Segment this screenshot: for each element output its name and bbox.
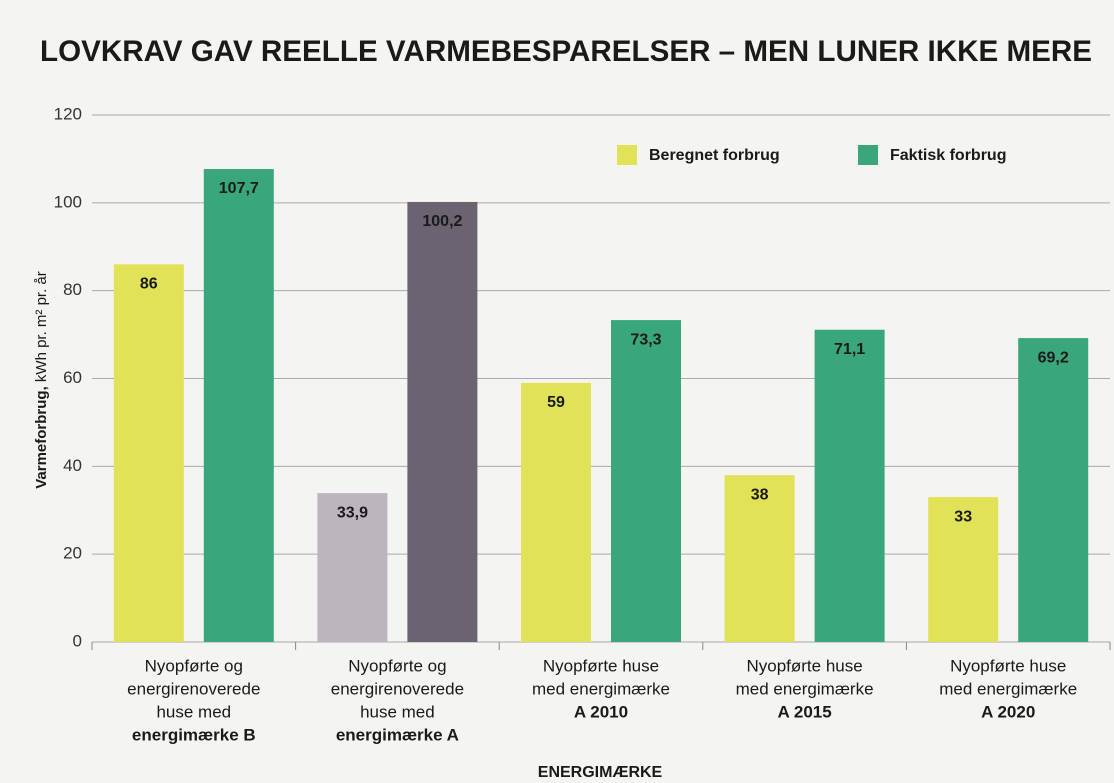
data-label: 33,9 [337, 504, 368, 521]
x-tick-label: energirenoverede [127, 679, 260, 698]
x-tick-label: med energimærke [939, 679, 1077, 698]
x-tick-label: energimærke B [132, 725, 256, 744]
legend-swatch [617, 145, 637, 165]
x-tick-label: Nyopførte og [348, 656, 446, 675]
data-label: 71,1 [834, 341, 865, 358]
data-label: 73,3 [630, 331, 661, 348]
x-tick-label: huse med [156, 702, 231, 721]
data-label: 59 [547, 394, 565, 411]
bar [814, 329, 885, 642]
data-label: 69,2 [1038, 349, 1069, 366]
legend-swatch [858, 145, 878, 165]
data-label: 107,7 [219, 180, 259, 197]
y-axis-title-bold: Varmeforbrug, [33, 386, 50, 489]
y-tick-label: 20 [63, 544, 82, 563]
legend-label: Beregnet forbrug [649, 147, 780, 164]
x-tick-label: energimærke A [336, 725, 459, 744]
data-label: 100,2 [422, 213, 462, 230]
x-tick-label: huse med [360, 702, 435, 721]
y-tick-label: 0 [73, 631, 82, 650]
x-tick-label: A 2020 [981, 702, 1035, 721]
y-tick-label: 120 [54, 104, 82, 123]
x-tick-label: Nyopførte og [145, 656, 243, 675]
bar [1018, 338, 1089, 642]
bar [113, 264, 184, 642]
legend-label: Faktisk forbrug [890, 147, 1006, 164]
data-label: 33 [954, 508, 972, 525]
y-axis-title: Varmeforbrug, kWh pr. m² pr. år [33, 271, 50, 489]
y-tick-label: 40 [63, 456, 82, 475]
data-label: 86 [140, 276, 158, 293]
chart-title: LOVKRAV GAV REELLE VARMEBESPARELSER – ME… [40, 35, 1092, 68]
x-tick-label: Nyopførte huse [746, 656, 862, 675]
y-tick-label: 60 [63, 368, 82, 387]
bar [317, 493, 388, 642]
bar [407, 201, 478, 642]
x-tick-label: med energimærke [736, 679, 874, 698]
x-tick-label: energirenoverede [331, 679, 464, 698]
y-axis-title-unit: kWh pr. m² pr. år [33, 271, 50, 382]
x-tick-label: med energimærke [532, 679, 670, 698]
x-tick-label: Nyopførte huse [950, 656, 1066, 675]
bar [724, 475, 795, 642]
bar [203, 169, 274, 642]
bar [521, 382, 591, 642]
bar [928, 497, 999, 642]
x-tick-label: A 2010 [574, 702, 628, 721]
y-tick-label: 100 [54, 192, 82, 211]
data-label: 38 [751, 486, 769, 503]
bar [611, 320, 681, 642]
x-tick-label: A 2015 [778, 702, 832, 721]
x-axis-title: ENERGIMÆRKE [538, 764, 663, 781]
x-tick-label: Nyopførte huse [543, 656, 659, 675]
y-tick-label: 80 [63, 280, 82, 299]
